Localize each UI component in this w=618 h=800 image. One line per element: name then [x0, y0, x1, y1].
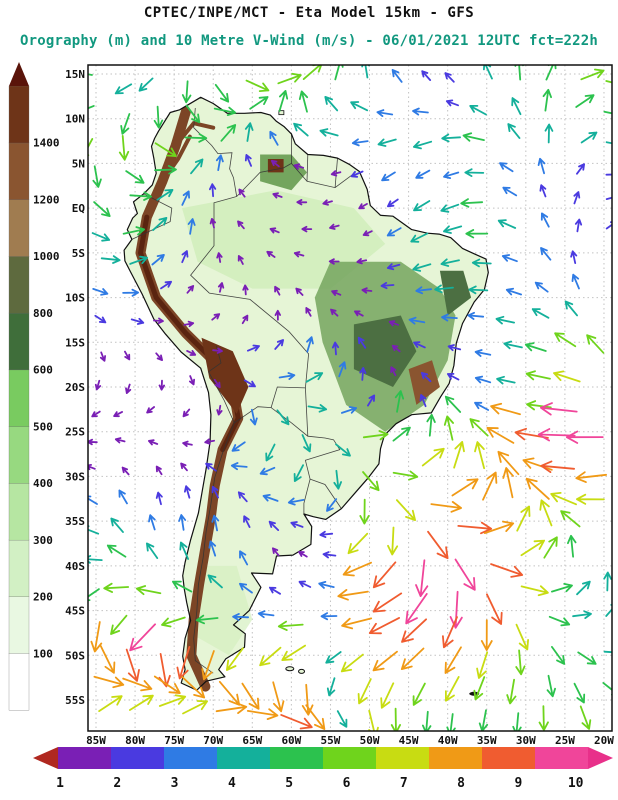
chart-subtitle: Orography (m) and 10 Metre V-Wind (m/s) … [19, 33, 599, 49]
svg-text:6: 6 [343, 776, 351, 791]
svg-text:1400: 1400 [33, 137, 60, 150]
svg-text:50S: 50S [65, 649, 85, 662]
svg-text:5: 5 [285, 776, 293, 791]
svg-text:100: 100 [33, 647, 53, 660]
svg-text:35S: 35S [65, 515, 85, 528]
wind-colorbar: 1 2 3 4 5 6 7 8 9 10 [33, 747, 613, 791]
svg-text:70W: 70W [203, 734, 223, 747]
svg-text:1000: 1000 [33, 250, 60, 263]
svg-text:3: 3 [171, 776, 179, 791]
svg-text:50W: 50W [360, 734, 380, 747]
svg-text:55S: 55S [65, 694, 85, 707]
svg-text:30S: 30S [65, 470, 85, 483]
svg-text:60W: 60W [281, 734, 301, 747]
svg-text:40S: 40S [65, 560, 85, 573]
coastline [123, 96, 489, 696]
svg-text:5S: 5S [72, 247, 85, 260]
svg-text:15S: 15S [65, 336, 85, 349]
wind-vector-arrows [88, 65, 612, 731]
svg-text:5N: 5N [72, 157, 85, 170]
svg-text:8: 8 [457, 776, 465, 791]
svg-text:25S: 25S [65, 426, 85, 439]
svg-text:15N: 15N [65, 68, 85, 81]
land-orography [124, 97, 489, 692]
svg-text:300: 300 [33, 534, 53, 547]
svg-text:25W: 25W [555, 734, 575, 747]
map-frame [87, 64, 613, 732]
svg-text:7: 7 [400, 776, 408, 791]
svg-text:75W: 75W [164, 734, 184, 747]
svg-text:20W: 20W [594, 734, 614, 747]
svg-text:1200: 1200 [33, 194, 60, 207]
svg-text:4: 4 [228, 776, 236, 791]
svg-text:85W: 85W [86, 734, 106, 747]
svg-text:80W: 80W [125, 734, 145, 747]
svg-text:10: 10 [568, 776, 584, 791]
svg-text:EQ: EQ [72, 202, 86, 215]
svg-text:20S: 20S [65, 381, 85, 394]
svg-text:400: 400 [33, 477, 53, 490]
svg-text:65W: 65W [242, 734, 262, 747]
svg-text:200: 200 [33, 591, 53, 604]
svg-text:10S: 10S [65, 292, 85, 305]
svg-text:55W: 55W [321, 734, 341, 747]
svg-text:45W: 45W [399, 734, 419, 747]
svg-text:600: 600 [33, 364, 53, 377]
svg-text:2: 2 [113, 776, 121, 791]
chart-title: CPTEC/INPE/MCT - Eta Model 15km - GFS [143, 5, 475, 21]
svg-text:1: 1 [56, 776, 64, 791]
svg-text:40W: 40W [438, 734, 458, 747]
svg-text:500: 500 [33, 420, 53, 433]
svg-text:800: 800 [33, 307, 53, 320]
svg-text:10N: 10N [65, 113, 85, 126]
svg-text:30W: 30W [516, 734, 536, 747]
svg-text:35W: 35W [477, 734, 497, 747]
svg-text:45S: 45S [65, 605, 85, 618]
orography-colorbar: 100 200 300 400 500 600 800 1000 1200 1400 [8, 62, 60, 711]
axis-labels: 15N 10N 5N EQ 5S 10S 15S 20S 25S 30S 35S 40S 45S 50S 5… [65, 68, 614, 747]
svg-text:9: 9 [514, 776, 522, 791]
